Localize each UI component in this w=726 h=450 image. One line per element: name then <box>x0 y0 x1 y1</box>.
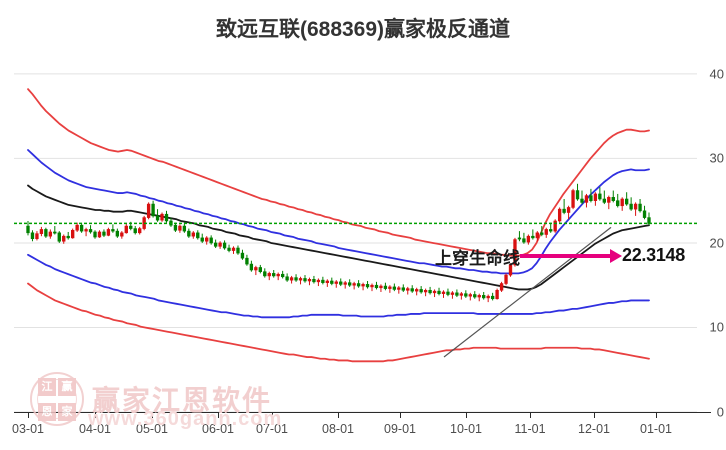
y-axis-tick-10: 10 <box>709 319 724 335</box>
y-axis-tick-20: 20 <box>709 235 724 251</box>
x-axis-tick-10-01: 10-01 <box>450 422 482 436</box>
x-axis-tick-mark-4 <box>272 412 273 418</box>
x-axis-tick-mark-5 <box>338 412 339 418</box>
x-axis-tick-03-01: 03-01 <box>12 422 44 436</box>
x-axis-tick-mark-3 <box>218 412 219 418</box>
x-axis-tick-mark-6 <box>400 412 401 418</box>
x-axis-tick-12-01: 12-01 <box>578 422 610 436</box>
x-axis-tick-mark-2 <box>152 412 153 418</box>
plot-area[interactable] <box>14 57 697 412</box>
x-axis-tick-04-01: 04-01 <box>79 422 111 436</box>
x-axis-tick-06-01: 06-01 <box>202 422 234 436</box>
chart-canvas <box>14 73 697 412</box>
x-axis-tick-08-01: 08-01 <box>322 422 354 436</box>
y-axis-tick-30: 30 <box>709 150 724 166</box>
x-axis-tick-mark-7 <box>466 412 467 418</box>
annotation-life-line-cross: 上穿生命线 <box>435 249 520 268</box>
page-title: 致远互联(688369)赢家极反通道 <box>215 18 511 41</box>
x-axis-tick-09-01: 09-01 <box>384 422 416 436</box>
x-axis-tick-05-01: 05-01 <box>136 422 168 436</box>
x-axis-tick-01-01: 01-01 <box>640 422 672 436</box>
x-axis-tick-mark-0 <box>28 412 29 418</box>
y-axis-tick-0: 0 <box>716 404 724 420</box>
y-axis-tick-40: 40 <box>709 66 724 82</box>
x-axis-tick-mark-10 <box>656 412 657 418</box>
x-axis-tick-mark-9 <box>594 412 595 418</box>
x-axis-tick-11-01: 11-01 <box>514 422 546 436</box>
x-axis-line <box>14 412 711 413</box>
x-axis-tick-mark-8 <box>530 412 531 418</box>
x-axis-tick-07-01: 07-01 <box>256 422 288 436</box>
last-price-label: 22.3148 <box>622 245 685 265</box>
x-axis-tick-mark-1 <box>95 412 96 418</box>
